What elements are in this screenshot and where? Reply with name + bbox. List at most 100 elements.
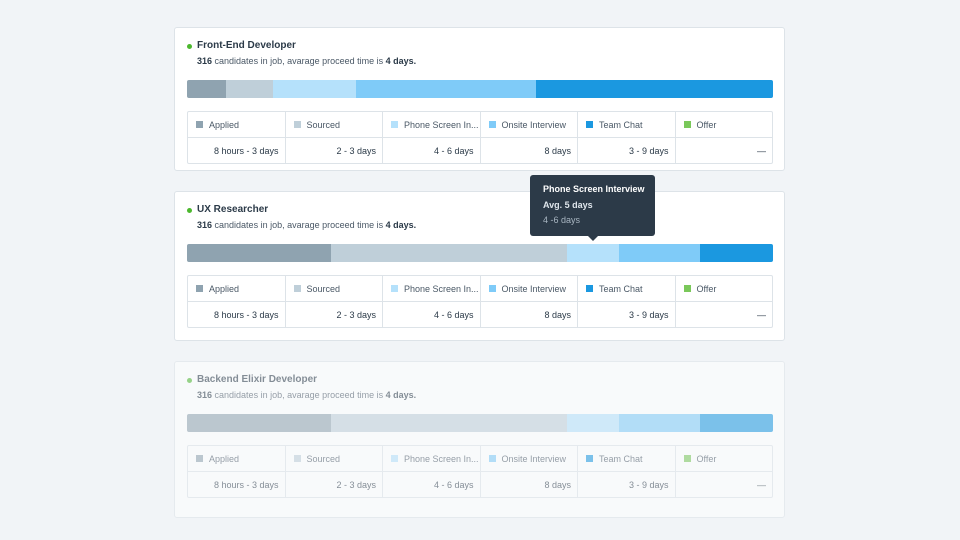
stage-time: —	[757, 146, 766, 156]
stage-column: Applied 8 hours - 3 days	[188, 112, 286, 163]
stage-label: Offer	[696, 119, 717, 130]
bar-segment	[273, 80, 357, 98]
bar-segment	[699, 414, 773, 432]
stage-header: Applied	[188, 112, 285, 138]
proceed-days: 4 days.	[385, 220, 417, 230]
stage-time: 2 - 3 days	[336, 480, 376, 490]
bar-segment	[187, 244, 331, 262]
bar-segment	[187, 80, 227, 98]
summary-text: candidates in job, avarage proceed time …	[212, 220, 386, 230]
tooltip: Phone Screen Interview Avg. 5 days 4 -6 …	[530, 175, 655, 241]
stage-swatch	[391, 455, 398, 462]
stage-column: Onsite Interview 8 days	[480, 112, 578, 163]
job-summary: 316 candidates in job, avarage proceed t…	[197, 390, 416, 400]
stage-table: Applied 8 hours - 3 days Sourced 2 - 3 days…	[187, 275, 773, 328]
stage-label: Onsite Interview	[501, 119, 567, 130]
job-title: Front-End Developer	[197, 40, 296, 51]
stage-column: Applied 8 hours - 3 days	[188, 446, 286, 497]
tooltip-title: Phone Screen Interview	[543, 184, 645, 194]
stage-header: Team Chat	[578, 112, 675, 138]
job-summary: 316 candidates in job, avarage proceed t…	[197, 220, 416, 230]
bar-segment	[536, 80, 773, 98]
stage-column: Sourced 2 - 3 days	[285, 276, 383, 327]
stage-label: Team Chat	[599, 283, 643, 294]
stage-header: Onsite Interview	[480, 276, 577, 302]
bar-segment	[226, 80, 274, 98]
candidate-count: 316	[197, 56, 213, 66]
stage-header: Applied	[188, 276, 285, 302]
stage-label: Team Chat	[599, 119, 643, 130]
stage-time: 3 - 9 days	[628, 310, 669, 320]
stage-label: Onsite Interview	[501, 453, 567, 464]
stage-label: Sourced	[306, 453, 341, 464]
stage-swatch	[293, 121, 301, 128]
stage-header: Offer	[675, 112, 772, 138]
stage-time: 8 hours - 3 days	[213, 310, 279, 320]
stage-swatch	[293, 455, 301, 462]
proceed-days: 4 days.	[385, 56, 417, 66]
stage-column: Onsite Interview 8 days	[480, 276, 578, 327]
stage-label: Team Chat	[599, 453, 643, 464]
bar-segment	[566, 244, 620, 262]
bar-segment	[187, 414, 331, 432]
bar-segment	[331, 414, 567, 432]
stage-time: 8 days	[544, 480, 571, 490]
stage-time: 4 - 6 days	[433, 146, 474, 156]
stage-time: 8 hours - 3 days	[213, 480, 279, 490]
stage-table: Applied 8 hours - 3 days Sourced 2 - 3 days…	[187, 111, 773, 164]
status-dot	[187, 208, 192, 213]
stage-header: Team Chat	[578, 276, 675, 302]
tooltip-range: 4 -6 days	[543, 215, 581, 225]
stage-time: —	[757, 480, 766, 490]
stage-swatch	[391, 121, 398, 128]
stage-time: 4 - 6 days	[433, 310, 474, 320]
stage-column: Offer —	[675, 276, 772, 327]
stage-header: Team Chat	[578, 446, 675, 472]
stage-swatch	[488, 285, 496, 292]
stage-swatch	[586, 285, 593, 292]
bar-segment	[619, 244, 700, 262]
stage-time: —	[757, 310, 766, 320]
stage-swatch	[391, 285, 398, 292]
stage-table: Applied 8 hours - 3 days Sourced 2 - 3 days…	[187, 445, 773, 498]
candidate-count: 316	[197, 390, 213, 400]
stage-swatch	[196, 121, 203, 128]
stage-label: Applied	[209, 119, 240, 130]
bar-segment	[699, 244, 773, 262]
tooltip-avg: Avg. 5 days	[543, 200, 593, 210]
stage-column: Applied 8 hours - 3 days	[188, 276, 286, 327]
stage-header: Onsite Interview	[480, 446, 577, 472]
stage-header: Phone Screen In...	[383, 112, 480, 138]
stage-header: Applied	[188, 446, 285, 472]
stage-header: Phone Screen In...	[383, 446, 480, 472]
status-dot	[187, 378, 192, 383]
job-card: Front-End Developer 316 candidates in job…	[174, 27, 785, 171]
bar-segment	[356, 80, 537, 98]
stage-swatch	[293, 285, 301, 292]
stage-column: Offer —	[675, 446, 772, 497]
job-title: UX Researcher	[197, 204, 269, 215]
stage-label: Sourced	[306, 283, 341, 294]
stage-column: Team Chat 3 - 9 days	[578, 112, 676, 163]
stage-label: Sourced	[306, 119, 341, 130]
stage-swatch	[683, 455, 691, 462]
job-summary: 316 candidates in job, avarage proceed t…	[197, 56, 416, 66]
status-dot	[187, 44, 192, 49]
stage-swatch	[683, 285, 691, 292]
stage-label: Offer	[696, 453, 717, 464]
stage-bar	[187, 80, 773, 98]
stage-swatch	[196, 285, 203, 292]
stage-time: 8 days	[544, 146, 571, 156]
stage-swatch	[586, 121, 593, 128]
stage-column: Phone Screen In... 4 - 6 days	[383, 446, 481, 497]
stage-time: 2 - 3 days	[336, 310, 376, 320]
stage-column: Sourced 2 - 3 days	[285, 446, 383, 497]
stage-time: 3 - 9 days	[628, 480, 669, 490]
stage-label: Phone Screen In...	[404, 119, 479, 130]
stage-swatch	[683, 121, 691, 128]
stage-time: 3 - 9 days	[628, 146, 669, 156]
stage-header: Sourced	[285, 276, 382, 302]
job-title: Backend Elixir Developer	[197, 374, 318, 385]
candidate-count: 316	[197, 220, 213, 230]
